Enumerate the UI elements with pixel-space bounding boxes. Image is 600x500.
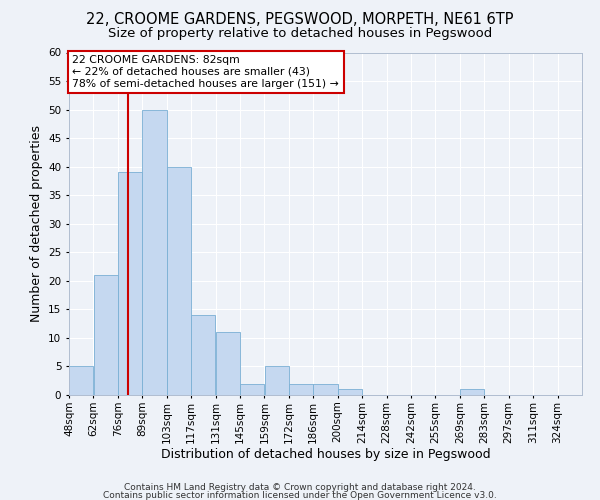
Text: 22 CROOME GARDENS: 82sqm
← 22% of detached houses are smaller (43)
78% of semi-d: 22 CROOME GARDENS: 82sqm ← 22% of detach…: [73, 56, 339, 88]
Bar: [118, 172, 142, 395]
X-axis label: Distribution of detached houses by size in Pegswood: Distribution of detached houses by size …: [161, 448, 490, 461]
Bar: [265, 366, 289, 395]
Bar: [215, 332, 240, 395]
Bar: [338, 390, 362, 395]
Text: Contains public sector information licensed under the Open Government Licence v3: Contains public sector information licen…: [103, 491, 497, 500]
Text: Contains HM Land Registry data © Crown copyright and database right 2024.: Contains HM Land Registry data © Crown c…: [124, 484, 476, 492]
Bar: [240, 384, 265, 395]
Bar: [167, 166, 191, 395]
Text: Size of property relative to detached houses in Pegswood: Size of property relative to detached ho…: [108, 28, 492, 40]
Bar: [313, 384, 338, 395]
Y-axis label: Number of detached properties: Number of detached properties: [29, 125, 43, 322]
Bar: [191, 315, 215, 395]
Bar: [460, 390, 484, 395]
Bar: [142, 110, 167, 395]
Bar: [289, 384, 313, 395]
Text: 22, CROOME GARDENS, PEGSWOOD, MORPETH, NE61 6TP: 22, CROOME GARDENS, PEGSWOOD, MORPETH, N…: [86, 12, 514, 28]
Bar: [69, 366, 94, 395]
Bar: [94, 275, 118, 395]
